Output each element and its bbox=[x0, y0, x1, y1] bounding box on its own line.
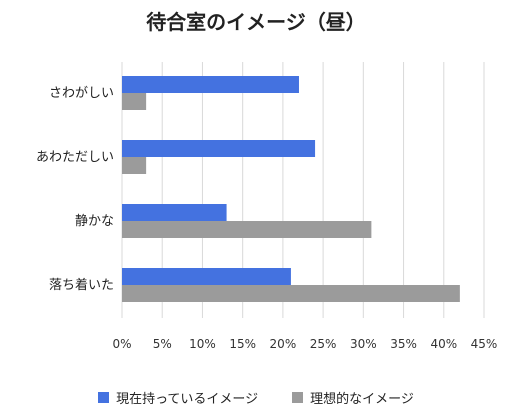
legend-swatch-ideal bbox=[292, 392, 304, 403]
bars bbox=[122, 76, 460, 302]
bar-current bbox=[122, 76, 299, 93]
x-tick-label: 10% bbox=[189, 337, 216, 351]
x-tick-label: 25% bbox=[310, 337, 337, 351]
bar-current bbox=[122, 268, 291, 285]
gridlines bbox=[121, 62, 485, 318]
x-axis-ticks: 0% 5% 10% 15% 20% 25% 30% 35% 40% 45% bbox=[112, 337, 497, 351]
bar-ideal bbox=[122, 93, 147, 110]
legend-label-current: 現在持っているイメージ bbox=[116, 392, 259, 407]
bar-ideal bbox=[122, 221, 372, 238]
legend-label-ideal: 理想的なイメージ bbox=[310, 392, 414, 407]
category-label: 落ち着いた bbox=[49, 277, 114, 293]
x-tick-label: 40% bbox=[430, 337, 457, 351]
category-label: さわがしい bbox=[49, 86, 114, 101]
legend: 現在持っているイメージ 理想的なイメージ bbox=[0, 388, 512, 407]
bar-ideal bbox=[122, 157, 147, 174]
chart-title: 待合室のイメージ（昼） bbox=[146, 10, 366, 34]
x-tick-label: 5% bbox=[153, 337, 172, 351]
x-tick-label: 20% bbox=[270, 337, 297, 351]
x-tick-label: 30% bbox=[350, 337, 377, 351]
legend-item-current: 現在持っているイメージ bbox=[98, 388, 258, 407]
category-label: あわただしい bbox=[36, 150, 114, 165]
bar-current bbox=[122, 140, 316, 157]
category-label: 静かな bbox=[75, 214, 114, 229]
x-tick-label: 35% bbox=[390, 337, 417, 351]
bar-current bbox=[122, 204, 227, 221]
legend-swatch-current bbox=[98, 392, 110, 403]
x-tick-label: 45% bbox=[471, 337, 498, 351]
x-tick-label: 0% bbox=[112, 337, 131, 351]
x-tick-label: 15% bbox=[229, 337, 256, 351]
bar-ideal bbox=[122, 285, 460, 302]
legend-item-ideal: 理想的なイメージ bbox=[292, 388, 414, 407]
